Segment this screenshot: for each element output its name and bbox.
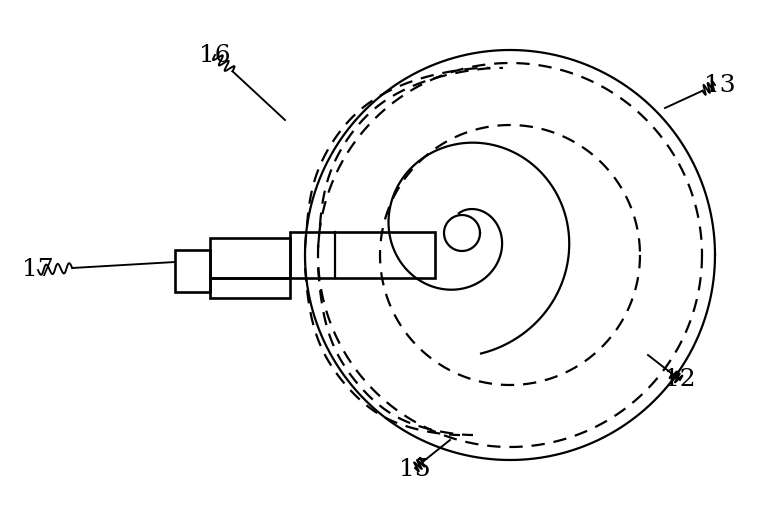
Text: 16: 16 bbox=[199, 43, 231, 67]
Text: 13: 13 bbox=[704, 73, 736, 97]
Bar bbox=[175, 250, 210, 292]
Bar bbox=[210, 238, 290, 278]
Text: 12: 12 bbox=[664, 369, 696, 391]
Text: 17: 17 bbox=[23, 259, 54, 281]
Bar bbox=[210, 278, 290, 298]
Text: 15: 15 bbox=[399, 458, 430, 482]
Bar bbox=[290, 232, 435, 278]
